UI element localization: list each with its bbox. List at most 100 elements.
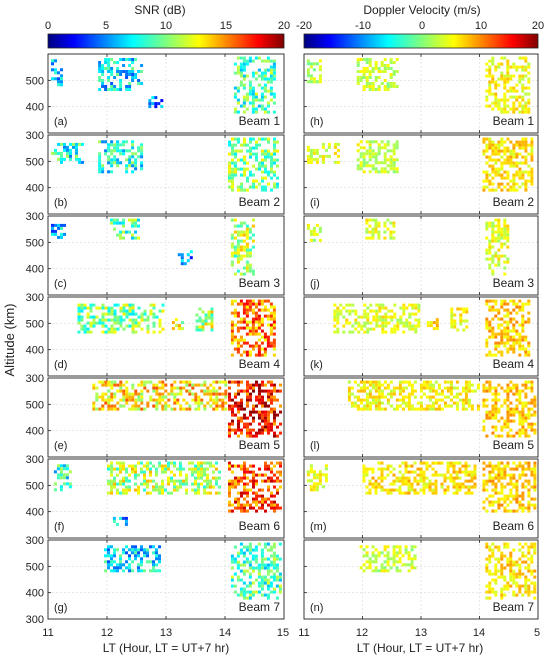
echo-cell (365, 485, 369, 489)
echo-cell (270, 170, 273, 174)
echo-cell (258, 422, 261, 426)
echo-cell (203, 467, 206, 471)
echo-cell (482, 188, 486, 192)
echo-cell (122, 563, 125, 567)
echo-cell (104, 149, 108, 153)
echo-cell (245, 251, 249, 255)
echo-cell (131, 548, 134, 552)
echo-cell (125, 467, 128, 471)
echo-cell (122, 398, 126, 402)
echo-cell (119, 236, 122, 240)
echo-cell (258, 401, 261, 405)
echo-cell (261, 383, 264, 387)
echo-cell (107, 566, 110, 570)
echo-cell (386, 85, 390, 88)
echo-cell (185, 401, 189, 405)
echo-cell (273, 413, 276, 417)
echo-cell (440, 461, 444, 465)
echo-cell (257, 581, 261, 585)
echo-cell (143, 318, 147, 322)
echo-cell (152, 330, 156, 334)
echo-cell (530, 485, 534, 489)
echo-cell (455, 380, 459, 384)
echo-cell (429, 324, 433, 328)
echo-cell (384, 315, 388, 319)
echo-cell (164, 389, 168, 393)
echo-cell (506, 473, 510, 477)
echo-cell (380, 476, 384, 480)
echo-cell (260, 59, 264, 63)
echo-cell (261, 164, 264, 168)
echo-cell (240, 509, 243, 513)
echo-cell (419, 479, 423, 483)
echo-cell (113, 312, 117, 316)
echo-cell (125, 551, 128, 555)
echo-cell (324, 473, 328, 477)
echo-cell (389, 395, 393, 399)
echo-cell (248, 326, 252, 330)
echo-cell (261, 494, 264, 498)
echo-cell (191, 392, 195, 396)
echo-cell (365, 227, 369, 231)
echo-cell (414, 312, 418, 316)
echo-cell (395, 85, 399, 88)
echo-cell (503, 149, 507, 153)
panel-letter: (m) (310, 521, 327, 533)
echo-cell (249, 503, 252, 507)
echo-cell (485, 176, 489, 180)
echo-cell (470, 479, 474, 483)
echo-cell (56, 464, 60, 468)
echo-cell (128, 161, 132, 165)
echo-cell (200, 389, 204, 393)
echo-cell (116, 233, 119, 237)
echo-cell (200, 461, 203, 465)
echo-cell (500, 233, 504, 237)
echo-cell (512, 590, 516, 594)
echo-cell (137, 321, 141, 325)
echo-cell (122, 152, 126, 156)
echo-cell (57, 235, 60, 239)
echo-cell (506, 431, 510, 435)
echo-cell (503, 104, 507, 108)
echo-cell (375, 303, 379, 307)
echo-cell (395, 551, 399, 555)
echo-cell (467, 386, 471, 390)
echo-cell (59, 485, 63, 489)
echo-cell (515, 509, 519, 513)
echo-cell (488, 473, 492, 477)
echo-cell (488, 350, 492, 354)
echo-cell (125, 545, 128, 549)
echo-cell (261, 401, 264, 405)
echo-cell (260, 92, 264, 96)
echo-cell (533, 401, 537, 405)
echo-cell (512, 347, 516, 351)
echo-cell (104, 392, 108, 396)
echo-cell (377, 386, 381, 390)
echo-cell (482, 482, 486, 486)
echo-cell (494, 389, 498, 393)
echo-cell (425, 476, 429, 480)
echo-cell (249, 479, 252, 483)
echo-cell (107, 545, 110, 549)
echo-cell (113, 548, 116, 552)
echo-cell (333, 330, 337, 334)
echo-cell (497, 506, 501, 510)
echo-cell (380, 470, 384, 474)
echo-cell (371, 164, 375, 168)
echo-cell (131, 327, 135, 331)
echo-cell (125, 140, 129, 144)
echo-cell (488, 380, 492, 384)
echo-cell (491, 92, 495, 96)
echo-cell (158, 554, 161, 558)
echo-cell (264, 155, 267, 159)
echo-cell (356, 395, 360, 399)
echo-cell (389, 404, 393, 408)
echo-cell (413, 488, 417, 492)
echo-cell (104, 61, 108, 64)
echo-cell (530, 581, 534, 585)
colorbar-snr-tick: 5 (103, 20, 109, 32)
echo-cell (401, 554, 405, 558)
echo-cell (266, 59, 270, 63)
echo-cell (125, 58, 129, 61)
echo-cell (383, 224, 387, 228)
